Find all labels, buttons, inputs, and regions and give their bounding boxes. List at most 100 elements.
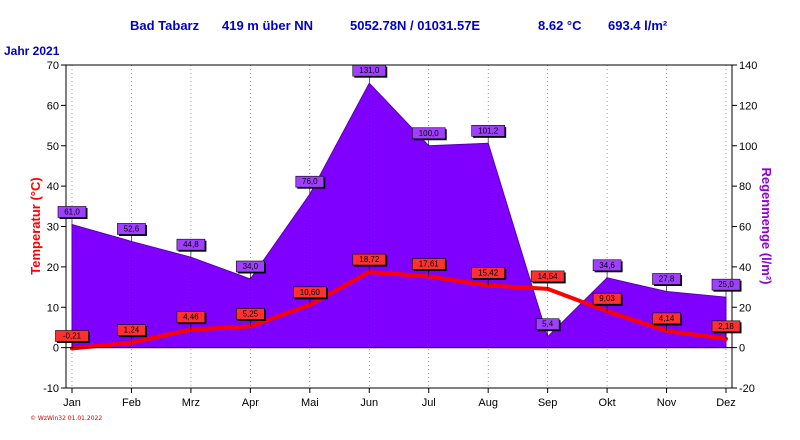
label-box (176, 311, 206, 323)
temperature-line (71, 270, 727, 351)
left-tick-label: 10 (47, 302, 59, 314)
temp-label-mai: 10,60 (293, 286, 328, 305)
precip-label-okt: 34,6 (592, 259, 623, 278)
label-text: 25,0 (718, 280, 734, 289)
temp-label-jul: 17,61 (411, 258, 447, 277)
x-tick-label-apr: Apr (242, 397, 259, 409)
precip-label-mrz: 44,8 (176, 238, 207, 258)
right-tick-label: 140 (739, 60, 757, 72)
right-tick-label: 0 (739, 343, 745, 355)
station-coordinates: 5052.78N / 01031.57E (350, 18, 481, 33)
label-box (117, 324, 146, 336)
right-tick-label: 40 (739, 262, 751, 274)
label-text: 100,0 (419, 129, 440, 138)
label-box (176, 238, 206, 251)
precipitation-area (71, 82, 727, 349)
label-text: 44,8 (183, 240, 199, 249)
label-text: 10,60 (300, 288, 321, 297)
label-text: 61,0 (64, 207, 80, 216)
x-tick-label-jan: Jan (63, 397, 81, 409)
right-tick-label: 20 (739, 302, 751, 314)
x-tick-label-jun: Jun (360, 397, 378, 409)
label-box (711, 278, 741, 291)
label-box (295, 175, 325, 188)
precip-label-mai: 76,0 (295, 175, 326, 195)
label-box (352, 253, 387, 266)
precipitation-total: 693.4 l/m² (608, 18, 668, 33)
precip-label-apr: 34,0 (236, 260, 266, 279)
label-text: 34,0 (243, 262, 259, 271)
precip-label-dez: 25,0 (711, 278, 742, 298)
precip-label-jul: 100,0 (411, 127, 447, 146)
label-box (652, 273, 681, 285)
label-text: 14,54 (538, 272, 559, 281)
mean-temperature: 8.62 °C (538, 18, 582, 33)
temp-label-feb: 1,24 (117, 324, 147, 343)
left-tick-label: 20 (47, 262, 59, 274)
x-tick-label-jul: Jul (422, 397, 436, 409)
label-box (236, 308, 265, 320)
left-tick-label: 30 (47, 222, 59, 234)
label-box (535, 318, 560, 331)
label-box (530, 270, 565, 283)
label-box (293, 286, 327, 299)
right-axis-title: Regenmenge (l/m²) (759, 167, 774, 284)
label-text: 5,4 (542, 320, 554, 329)
precip-label-feb: 52,6 (117, 223, 147, 242)
temp-label-jun: 18,72 (352, 253, 388, 273)
x-tick-label-dez: Dez (716, 397, 736, 409)
station-elevation: 419 m über NN (222, 18, 314, 33)
label-box (471, 125, 505, 137)
label-text: 52,6 (124, 224, 140, 233)
temp-label-okt: 9,03 (592, 292, 623, 312)
label-text: 131,0 (359, 66, 380, 75)
label-text: 1,24 (124, 326, 140, 335)
label-box (711, 320, 741, 333)
x-tick-label-mrz: Mrz (182, 397, 200, 409)
temp-label-sep: 14,54 (530, 270, 566, 289)
left-tick-label: 40 (47, 181, 59, 193)
x-tick-label-nov: Nov (657, 397, 677, 409)
label-text: 15,42 (478, 268, 499, 277)
station-name: Bad Tabarz (130, 18, 200, 33)
label-text: 27,8 (659, 275, 675, 284)
label-text: 34,6 (599, 261, 615, 270)
data-labels: 61,0 52,6 44,8 34,0 76,0 131,0 100,0 101,2 5,4 34… (55, 64, 742, 349)
precipitation-series (71, 82, 727, 349)
label-box (57, 206, 87, 218)
label-text: 5,25 (243, 309, 259, 318)
right-tick-label: -20 (739, 383, 755, 395)
x-tick-label-feb: Feb (122, 397, 141, 409)
right-tick-label: 100 (739, 141, 757, 153)
label-text: 4,46 (183, 313, 199, 322)
label-box (352, 64, 387, 77)
left-tick-label: 60 (47, 100, 59, 112)
x-tick-label-mai: Mai (301, 397, 319, 409)
right-tick-label: 60 (739, 222, 751, 234)
label-box (117, 223, 146, 235)
label-text: 2,18 (718, 322, 734, 331)
label-text: 76,0 (302, 177, 318, 186)
left-tick-label: 70 (47, 60, 59, 72)
precip-label-sep: 5,4 (535, 318, 561, 337)
label-box (411, 258, 446, 270)
label-box (471, 267, 505, 279)
precip-label-nov: 27,8 (652, 273, 683, 292)
footer-copyright: © WzWin32 01.01.2022 (30, 415, 103, 422)
label-text: -0,21 (63, 331, 82, 340)
label-text: 9,03 (599, 294, 615, 303)
label-box (592, 292, 622, 305)
right-tick-label: 120 (739, 100, 757, 112)
precip-label-aug: 101,2 (471, 125, 507, 144)
temp-label-dez: 2,18 (711, 320, 742, 339)
label-text: 18,72 (359, 255, 380, 264)
right-tick-label: 80 (739, 181, 751, 193)
left-tick-label: -10 (43, 383, 59, 395)
left-tick-label: 50 (47, 141, 59, 153)
precip-label-jun: 131,0 (352, 64, 388, 84)
x-tick-label-sep: Sep (538, 397, 558, 409)
label-box (592, 259, 622, 272)
label-text: 17,61 (419, 260, 440, 269)
temp-label-mrz: 4,46 (176, 311, 207, 330)
